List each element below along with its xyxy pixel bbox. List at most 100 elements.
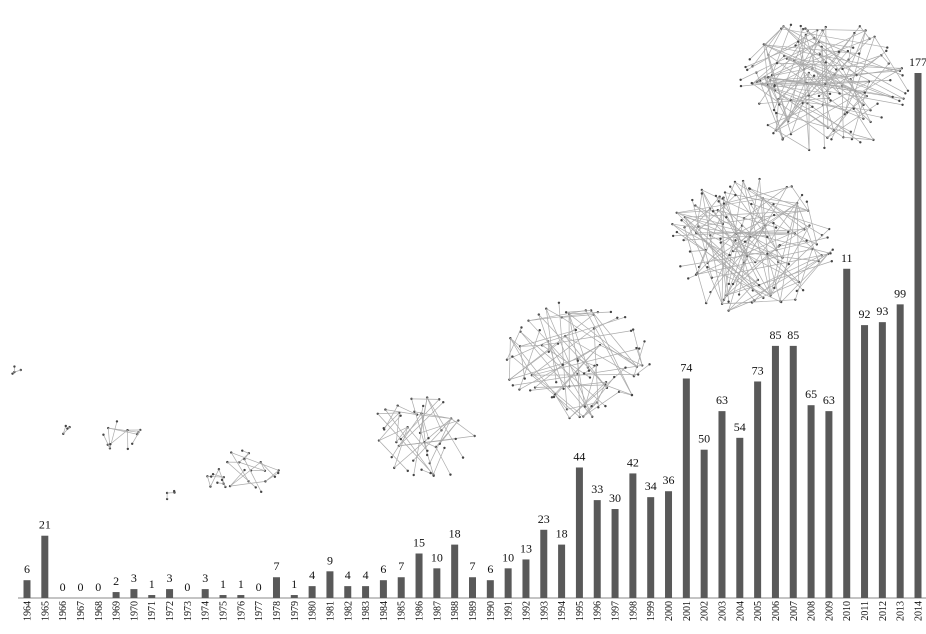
bar: [682, 378, 690, 598]
x-tick-label: 1967: [76, 601, 87, 621]
network-edge: [842, 54, 882, 70]
network-edge: [770, 225, 810, 296]
network-edge: [754, 194, 803, 263]
network-node: [829, 252, 832, 255]
network-node: [629, 329, 633, 332]
network-edge: [728, 236, 751, 311]
network-edge: [756, 36, 875, 83]
network-edge: [762, 198, 798, 204]
x-tick-label: 1977: [254, 601, 265, 621]
network-edge: [582, 376, 615, 417]
network-node: [426, 449, 429, 452]
network-edge: [426, 397, 442, 431]
network-graphs: [11, 23, 910, 501]
data-label: 10: [431, 550, 443, 564]
network-edge: [413, 397, 428, 476]
network-edge: [767, 26, 784, 56]
network-edge: [229, 461, 261, 487]
network-node: [561, 363, 564, 367]
network-node: [772, 108, 776, 112]
network-edge: [729, 186, 783, 258]
data-label: 4: [345, 568, 351, 582]
network-node: [429, 471, 432, 475]
network-node: [115, 420, 119, 423]
data-label: 85: [787, 328, 799, 342]
network-edge: [583, 391, 620, 417]
network-node: [774, 226, 778, 229]
x-tick-label: 2007: [789, 601, 800, 621]
x-tick-label: 2000: [664, 601, 675, 621]
bar: [130, 589, 138, 598]
network-edge: [377, 413, 434, 475]
bar: [41, 535, 49, 598]
network-edge: [528, 310, 586, 322]
network-edge: [881, 55, 890, 64]
data-label: 99: [894, 286, 906, 300]
network-edge: [684, 227, 707, 304]
x-tick-label: 2013: [896, 601, 907, 621]
x-tick-label: 1969: [112, 601, 123, 621]
data-label: 50: [698, 432, 710, 446]
network-edge: [764, 44, 776, 86]
network-edge: [781, 28, 888, 48]
network-edge: [632, 329, 643, 366]
x-tick-label: 1995: [575, 601, 586, 621]
network-node: [904, 92, 907, 95]
network-node: [828, 92, 832, 96]
network-node: [635, 346, 638, 350]
network-node: [838, 92, 841, 95]
network-edge: [763, 44, 867, 97]
network-edge: [771, 30, 866, 76]
network-edge: [749, 188, 764, 199]
network-node: [766, 252, 769, 255]
network-node: [538, 328, 541, 332]
network-node: [383, 428, 386, 431]
bar: [522, 559, 530, 598]
network-node: [64, 424, 67, 428]
bar: [397, 577, 405, 598]
network-edge: [569, 381, 607, 419]
bar: [433, 568, 441, 598]
network-edge: [377, 412, 400, 415]
x-tick-label: 1983: [361, 601, 372, 621]
bar: [807, 405, 815, 598]
network-edge: [850, 79, 864, 119]
bar: [629, 473, 637, 598]
bar: [789, 345, 797, 598]
network-node: [399, 437, 403, 441]
network-edge: [684, 208, 711, 228]
data-label: 0: [256, 580, 262, 594]
data-label: 18: [556, 527, 568, 541]
network-node: [604, 404, 607, 408]
network-node: [829, 99, 832, 102]
network-edge: [695, 194, 736, 234]
network-edge: [684, 216, 831, 254]
bar: [647, 497, 655, 598]
x-tick-label: 1971: [147, 601, 158, 621]
x-tick-label: 2005: [753, 601, 764, 621]
network-node: [857, 52, 861, 55]
network-node: [412, 473, 415, 477]
network-node: [390, 455, 393, 459]
network-edge: [424, 441, 436, 448]
network-node: [849, 130, 853, 133]
network-edge: [227, 461, 256, 488]
network-node: [609, 310, 613, 314]
network-edge: [819, 54, 840, 94]
network-edge: [794, 233, 822, 256]
network-node: [552, 395, 556, 399]
network-edge: [752, 83, 828, 139]
network-edge: [796, 253, 829, 292]
bar: [878, 322, 886, 598]
network-node: [588, 376, 592, 379]
x-tick-label: 2006: [771, 601, 782, 621]
network-edge: [546, 308, 562, 318]
network-node: [590, 405, 593, 408]
network-node: [837, 50, 841, 54]
network-edge: [728, 218, 745, 284]
network-node: [277, 471, 280, 475]
network-edge: [732, 244, 780, 285]
network-node: [211, 472, 215, 476]
network-edge: [695, 205, 777, 251]
network-node: [805, 200, 809, 203]
